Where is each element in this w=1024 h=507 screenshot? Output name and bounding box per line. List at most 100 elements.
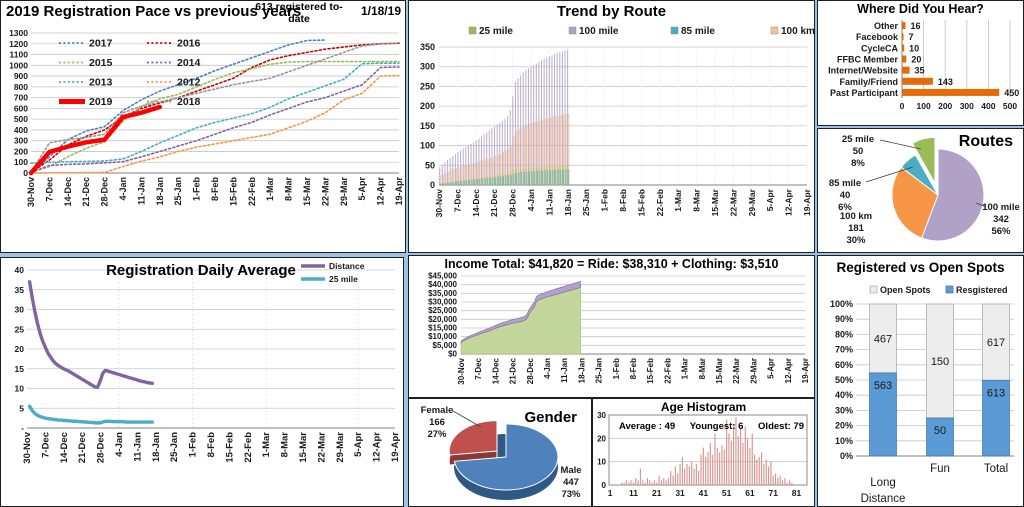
- svg-text:4-Jan: 4-Jan: [118, 177, 128, 201]
- svg-text:8-Feb: 8-Feb: [629, 358, 638, 379]
- daily-average-title: Registration Daily Average: [106, 262, 296, 279]
- svg-text:21-Dec: 21-Dec: [81, 177, 91, 207]
- age-histogram-title: Age Histogram: [660, 400, 747, 414]
- svg-text:200: 200: [420, 101, 435, 111]
- svg-text:35: 35: [15, 285, 25, 295]
- svg-text:Female: Female: [421, 405, 454, 416]
- svg-text:150: 150: [420, 121, 435, 131]
- registered-to-date-note: 613 registered to-date: [255, 1, 343, 25]
- svg-text:Facebook: Facebook: [856, 32, 899, 42]
- svg-text:200: 200: [14, 146, 28, 156]
- svg-text:40: 40: [15, 265, 25, 275]
- svg-text:20: 20: [911, 55, 921, 65]
- age-youngest-stat: Youngest: 6: [689, 421, 744, 432]
- svg-text:100 mile: 100 mile: [579, 26, 619, 37]
- svg-text:15-Mar: 15-Mar: [302, 177, 312, 207]
- svg-text:1300: 1300: [9, 28, 28, 38]
- svg-text:1100: 1100: [10, 50, 29, 60]
- svg-text:Distance: Distance: [861, 493, 906, 505]
- svg-text:500: 500: [14, 114, 28, 124]
- svg-text:22-Feb: 22-Feb: [663, 358, 672, 384]
- svg-text:50: 50: [934, 425, 946, 437]
- svg-text:Long: Long: [870, 477, 896, 489]
- svg-text:25 mile: 25 mile: [842, 134, 874, 145]
- svg-text:$5,000: $5,000: [433, 341, 458, 350]
- svg-text:27%: 27%: [427, 429, 447, 440]
- svg-text:100%: 100%: [830, 299, 853, 309]
- svg-text:18-Jan: 18-Jan: [577, 358, 586, 383]
- svg-text:7-Dec: 7-Dec: [452, 189, 462, 212]
- svg-text:143: 143: [938, 77, 953, 87]
- svg-text:15-Feb: 15-Feb: [646, 358, 655, 384]
- svg-text:-: -: [21, 423, 24, 433]
- svg-text:50%: 50%: [835, 375, 853, 385]
- svg-text:450: 450: [1004, 88, 1019, 98]
- age-average-stat: Average : 49: [619, 421, 676, 432]
- svg-text:41: 41: [699, 488, 709, 498]
- svg-text:90%: 90%: [835, 314, 853, 324]
- svg-text:8%: 8%: [851, 158, 865, 169]
- svg-text:2017: 2017: [89, 38, 113, 50]
- svg-text:FFBC Member: FFBC Member: [837, 55, 899, 65]
- svg-text:51: 51: [722, 488, 732, 498]
- svg-text:2018: 2018: [177, 96, 201, 108]
- svg-text:50: 50: [853, 146, 864, 157]
- svg-text:30-Nov: 30-Nov: [22, 431, 33, 463]
- registered-vs-open-panel: Registered vs Open Spots 0% 10% 20% 30% 40% 5…: [817, 255, 1024, 507]
- svg-text:Resgistered: Resgistered: [956, 285, 1008, 295]
- pace-chart-title: 2019 Registration Pace vs previous years: [6, 3, 302, 20]
- svg-text:20: 20: [15, 344, 25, 354]
- svg-text:10: 10: [15, 384, 25, 394]
- svg-text:613: 613: [987, 387, 1005, 399]
- svg-text:12-Apr: 12-Apr: [372, 432, 383, 462]
- svg-text:12-Apr: 12-Apr: [784, 188, 794, 216]
- as-of-date: 1/18/19: [360, 4, 401, 18]
- svg-text:0%: 0%: [840, 451, 853, 461]
- svg-text:28-Dec: 28-Dec: [526, 357, 535, 384]
- where-did-you-hear-panel: Where Did You Hear? 0 100 200 300 400 500 Othe…: [817, 0, 1024, 126]
- svg-text:6%: 6%: [838, 202, 852, 213]
- svg-text:28-Dec: 28-Dec: [508, 189, 518, 217]
- svg-text:181: 181: [848, 223, 865, 234]
- svg-text:Distance: Distance: [329, 261, 365, 271]
- svg-text:25 mile: 25 mile: [329, 274, 358, 284]
- svg-text:11-Jan: 11-Jan: [136, 177, 146, 205]
- svg-text:22-Feb: 22-Feb: [243, 432, 254, 463]
- svg-text:1000: 1000: [9, 60, 28, 70]
- svg-text:563: 563: [874, 380, 892, 392]
- svg-text:14-Dec: 14-Dec: [63, 177, 73, 207]
- svg-text:0: 0: [900, 101, 905, 111]
- svg-text:467: 467: [874, 333, 892, 345]
- svg-text:40%: 40%: [835, 390, 853, 400]
- svg-text:4-Jan: 4-Jan: [526, 189, 536, 211]
- svg-text:11: 11: [629, 488, 638, 498]
- age-histogram-panel: Age Histogram Average : 49 Youngest: 6 O…: [592, 398, 815, 507]
- svg-text:10: 10: [597, 458, 606, 467]
- svg-text:2016: 2016: [177, 38, 201, 50]
- svg-text:2014: 2014: [177, 57, 201, 69]
- svg-text:8-Feb: 8-Feb: [618, 189, 628, 212]
- svg-text:7-Dec: 7-Dec: [40, 432, 51, 458]
- svg-text:250: 250: [420, 81, 435, 91]
- svg-text:56%: 56%: [991, 226, 1011, 237]
- svg-text:1: 1: [608, 488, 613, 498]
- svg-text:100: 100: [14, 157, 28, 167]
- trend-by-route-panel: Trend by Route 0 50 100 150 200 250 300 350 30-N…: [408, 0, 815, 253]
- svg-text:30: 30: [597, 411, 606, 420]
- svg-text:$30,000: $30,000: [428, 298, 457, 307]
- hear-chart-canvas: 0 100 200 300 400 500 Other 16 Facebook 7 CycleCA 1…: [828, 20, 1019, 111]
- income-chart-panel: Income Total: $41,820 = Ride: $38,310 + …: [408, 255, 815, 398]
- svg-text:19-Apr: 19-Apr: [394, 177, 404, 206]
- svg-text:30%: 30%: [835, 405, 853, 415]
- svg-text:15-Mar: 15-Mar: [710, 188, 720, 216]
- svg-text:342: 342: [993, 214, 1009, 225]
- daily-average-panel: - 5 10 15 20 25 30 35 40 30-Nov 7-Dec 14-Dec 21-Dec 2…: [0, 257, 404, 507]
- svg-text:14-Dec: 14-Dec: [491, 357, 500, 384]
- svg-text:15: 15: [15, 364, 25, 374]
- svg-text:Fun: Fun: [930, 463, 950, 475]
- svg-text:1-Mar: 1-Mar: [681, 358, 690, 379]
- svg-text:8-Feb: 8-Feb: [206, 432, 217, 458]
- svg-text:300: 300: [14, 136, 28, 146]
